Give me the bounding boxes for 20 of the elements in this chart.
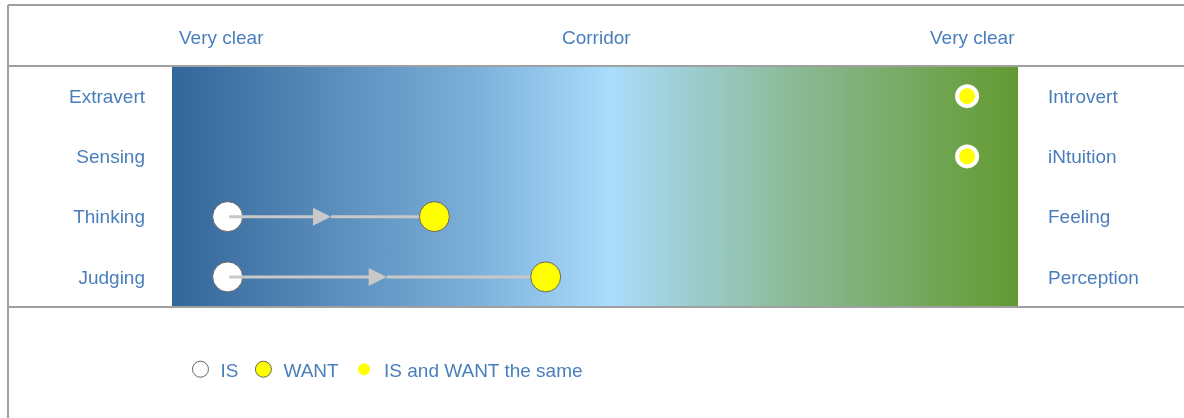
point [955, 144, 980, 169]
y-tick-label: Sensing [76, 146, 145, 168]
y-tick-label: Judging [78, 266, 145, 288]
legend-label: WANT [283, 359, 340, 381]
point [530, 261, 562, 293]
legend-label: IS [220, 359, 239, 381]
y2-tick-label: Introvert [1048, 85, 1119, 107]
text: Corridor [562, 27, 632, 48]
y-tick-label: Thinking [73, 206, 145, 228]
point [955, 84, 980, 109]
y2-tick-label: Feeling [1048, 206, 1111, 228]
text: Very clear [179, 27, 265, 48]
legend-label: IS and WANT the same [384, 359, 583, 381]
y2-tick-label: Perception [1048, 266, 1139, 288]
y2-tick-label: iNtuition [1048, 146, 1117, 168]
y-tick-label: Extravert [68, 85, 146, 107]
text: Very clear [930, 27, 1016, 48]
point [418, 201, 450, 233]
point [212, 261, 244, 293]
point [212, 201, 244, 233]
